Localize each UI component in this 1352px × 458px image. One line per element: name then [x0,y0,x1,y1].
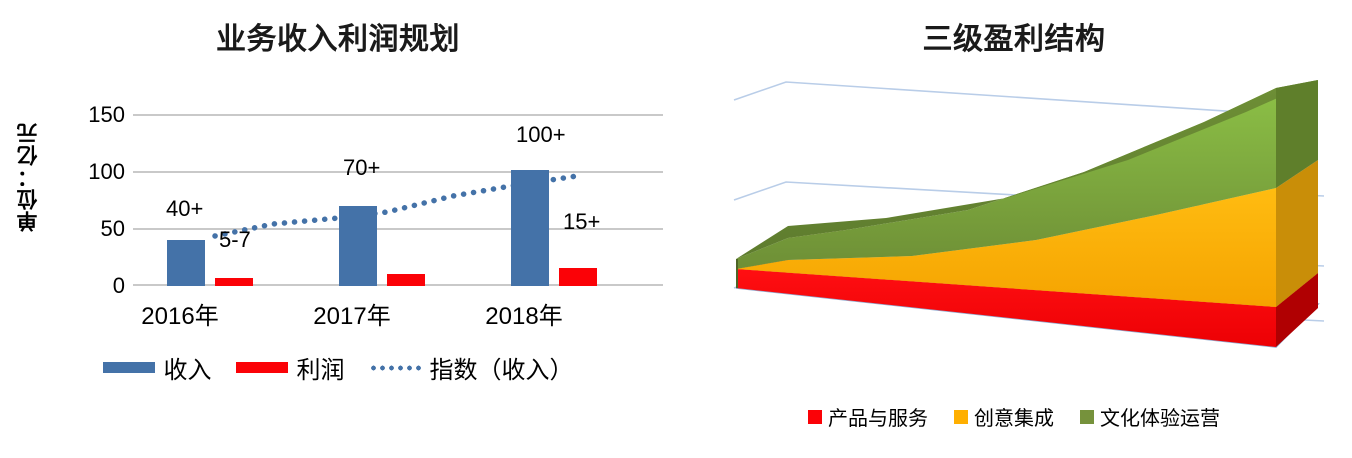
legend-item-creative[interactable]: 创意集成 [954,402,1054,431]
legend-item-profit[interactable]: 利润 [235,350,345,385]
legend-label-creative: 创意集成 [974,408,1054,430]
area-series-culture-top [736,80,1318,259]
area-series-culture[interactable] [736,88,1276,269]
area-series-creative-cap [1276,160,1318,307]
bar-chart-title: 业务收入利润规划 [216,23,460,56]
gridline-100 [133,171,663,173]
legend-item-revenue[interactable]: 收入 [102,350,212,385]
area-series-product[interactable] [736,269,1276,347]
square-swatch-icon [808,409,822,424]
y-tick-50: 50 [100,216,125,241]
bar-revenue-2018[interactable] [511,170,549,286]
data-label-profit-2016: 5-7 [219,227,251,252]
legend-label-profit: 利润 [296,357,345,384]
area-left-edge-cap [736,259,738,288]
bar-profit-2018[interactable] [559,268,597,286]
legend-label-culture: 文化体验运营 [1100,408,1220,430]
area-series-culture-cap [1276,80,1318,188]
square-swatch-icon [954,409,968,424]
x-label-2018: 2018年 [485,303,563,330]
data-label-revenue-2016: 40+ [166,196,204,221]
area-chart-title: 三级盈利结构 [922,23,1106,56]
legend-item-culture[interactable]: 文化体验运营 [1080,402,1220,431]
data-label-profit-2018: 15+ [563,209,601,234]
gridline-50 [133,228,663,230]
bar-swatch-icon [235,362,288,373]
stacked-area-3d-graphic [733,80,1325,348]
bar-chart-panel: 业务收入利润规划 单位：亿元 150 100 50 0 [0,23,676,385]
y-tick-100: 100 [88,159,125,184]
y-axis-title: 单位：亿元 [17,122,40,232]
area-series-product-cap [1276,273,1318,347]
y-tick-0: 0 [112,273,125,298]
legend-label-product: 产品与服务 [828,408,928,430]
area-chart-panel: 三级盈利结构 [676,0,1352,458]
bar-profit-2016[interactable] [215,278,253,286]
y-tick-150: 150 [88,102,125,127]
bar-chart-legend: 收入 利润 指数（收入） [0,350,676,385]
x-label-2017: 2017年 [313,303,391,330]
x-label-2016: 2016年 [141,303,219,330]
index-trend-line [212,173,580,239]
data-label-revenue-2017: 70+ [343,155,381,180]
legend-item-product[interactable]: 产品与服务 [808,402,928,431]
area-series-creative[interactable] [736,188,1276,307]
area-chart-legend: 产品与服务 创意集成 文化体验运营 [676,402,1352,431]
data-label-revenue-2018: 100+ [516,122,566,147]
bar-revenue-2016[interactable] [167,240,205,286]
bar-swatch-icon [102,362,155,373]
bar-profit-2017[interactable] [387,274,425,286]
legend-label-index: 指数（收入） [429,357,574,384]
dotted-line-swatch-icon [368,364,421,371]
square-swatch-icon [1080,409,1094,424]
gridline-150 [133,114,663,116]
legend-label-revenue: 收入 [163,357,212,384]
plot-area [133,114,663,286]
legend-item-index[interactable]: 指数（收入） [368,350,574,385]
